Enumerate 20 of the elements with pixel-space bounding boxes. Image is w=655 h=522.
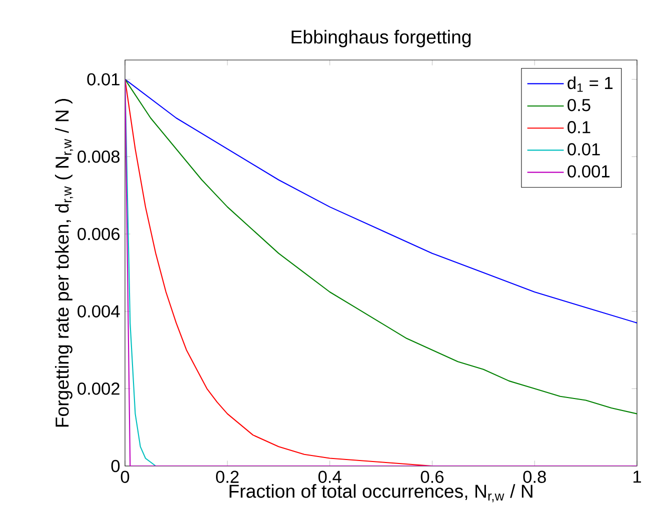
- y-tick-label: 0.01: [87, 73, 120, 86]
- y-tick-label: 0.008: [78, 150, 120, 163]
- legend-label: 0.1: [568, 121, 590, 134]
- x-tick-label: 0.4: [318, 470, 342, 483]
- y-tick-label: 0.004: [78, 305, 120, 318]
- x-tick-label: 0: [120, 470, 130, 483]
- x-tick-label: 0.8: [523, 470, 546, 483]
- x-tick-label: 0.6: [420, 470, 444, 483]
- y-tick-label: 0.006: [78, 228, 120, 240]
- y-tick-label: 0.002: [78, 382, 120, 395]
- x-axis-title: Fraction of total occurrences, N$_{r,w}$ / N: [230, 484, 532, 502]
- y-axis-title: Forgetting rate per token, d$_{r,w}$ ( N$_{r,w}$ / N ): [55, 98, 74, 427]
- legend-label: d$_{1}$ = 1: [568, 76, 613, 92]
- x-tick-label: 0.2: [216, 470, 239, 483]
- y-tick-label: 0: [111, 460, 120, 472]
- legend-label: 0.5: [568, 98, 590, 112]
- chart-title: Ebbinghaus forgetting: [292, 30, 471, 48]
- legend-label: 0.001: [568, 165, 610, 178]
- x-tick-label: 1: [634, 470, 641, 483]
- legend-label: 0.01: [568, 143, 600, 156]
